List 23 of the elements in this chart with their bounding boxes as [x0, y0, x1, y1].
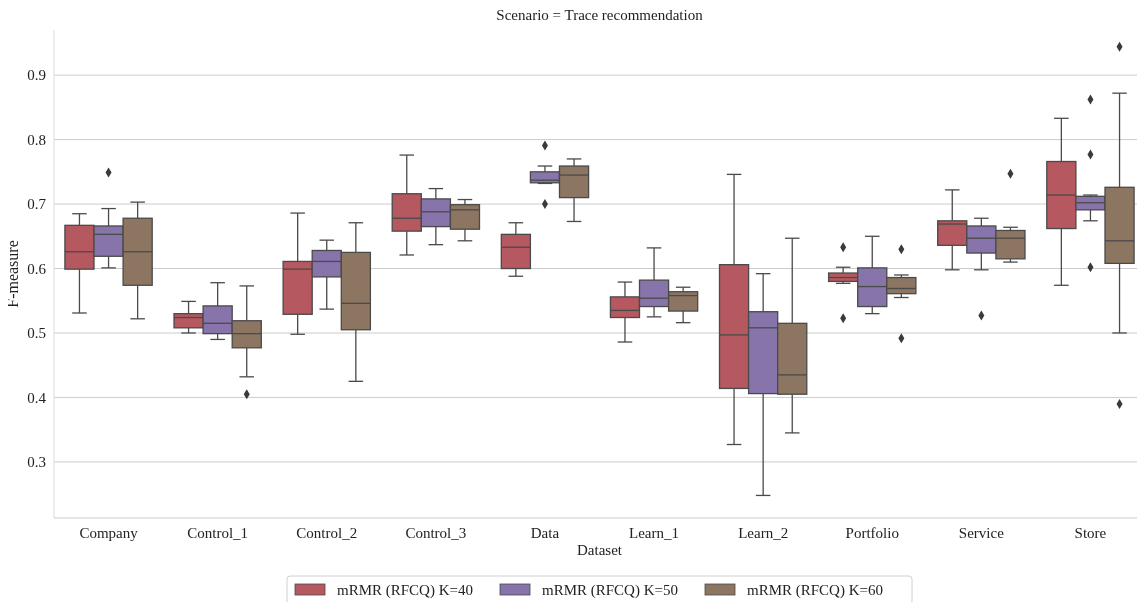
chart-title: Scenario = Trace recommendation [496, 7, 704, 23]
y-tick-label: 0.3 [27, 454, 46, 471]
y-tick-label: 0.4 [27, 389, 47, 406]
legend-label: mRMR (RFCQ) K=60 [747, 582, 883, 600]
y-tick-label: 0.5 [27, 325, 46, 342]
x-tick-label: Store [1074, 525, 1107, 541]
x-tick-label: Service [958, 525, 1005, 541]
x-tick-label: Portfolio [845, 525, 899, 541]
legend-label: mRMR (RFCQ) K=50 [542, 582, 678, 600]
x-tick-label: Data [530, 525, 560, 541]
y-tick-label: 0.9 [27, 67, 46, 84]
y-tick-label: 0.8 [27, 131, 46, 148]
x-tick-label: Control_1 [187, 525, 249, 541]
x-tick-label: Control_2 [296, 525, 358, 541]
y-tick-label: 0.6 [27, 260, 47, 277]
legend-label: mRMR (RFCQ) K=40 [337, 582, 473, 600]
y-tick-label: 0.7 [27, 196, 47, 213]
x-tick-label: Learn_2 [738, 525, 789, 541]
x-tick-label: Company [79, 525, 139, 541]
x-tick-label: Learn_1 [629, 525, 680, 541]
x-tick-label: Control_3 [405, 525, 467, 541]
y-axis-title: F-measure [4, 240, 21, 308]
x-axis-title: Dataset [577, 542, 623, 558]
